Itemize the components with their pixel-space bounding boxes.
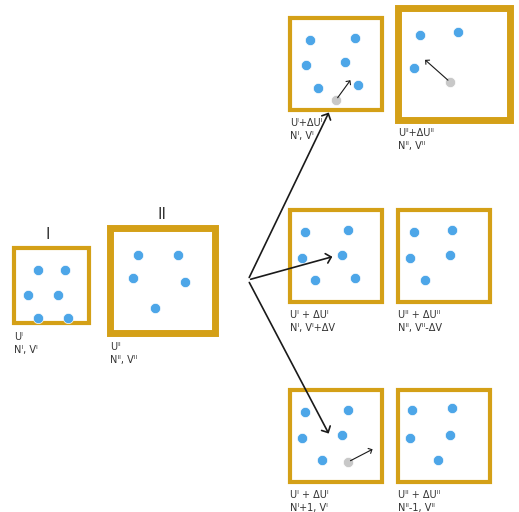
Text: Uᴵ + ΔUᴵ
Nᴵ+1, Vᴵ: Uᴵ + ΔUᴵ Nᴵ+1, Vᴵ bbox=[290, 490, 329, 512]
Point bbox=[332, 96, 340, 104]
Text: II: II bbox=[157, 207, 167, 222]
Point bbox=[446, 78, 454, 86]
Point bbox=[338, 251, 346, 259]
Text: Uᴵᴵ+ΔUᴵᴵ
Nᴵᴵ, Vᴵᴵ: Uᴵᴵ+ΔUᴵᴵ Nᴵᴵ, Vᴵᴵ bbox=[398, 128, 434, 151]
Point bbox=[298, 254, 306, 262]
Point bbox=[174, 251, 182, 259]
Bar bbox=[290, 18, 382, 110]
Point bbox=[61, 266, 69, 274]
Point bbox=[129, 274, 137, 282]
Point bbox=[344, 458, 352, 466]
Point bbox=[410, 64, 418, 72]
Point bbox=[341, 58, 349, 66]
Point bbox=[181, 278, 189, 286]
Text: I: I bbox=[46, 227, 50, 242]
Point bbox=[351, 274, 359, 282]
Point bbox=[434, 456, 442, 464]
Point bbox=[314, 84, 322, 92]
Point bbox=[34, 266, 42, 274]
Point bbox=[351, 34, 359, 42]
Point bbox=[421, 276, 429, 284]
Point bbox=[338, 431, 346, 439]
Bar bbox=[110, 228, 215, 333]
Text: Uᴵ + ΔUᴵ
Nᴵ, Vᴵ+ΔV: Uᴵ + ΔUᴵ Nᴵ, Vᴵ+ΔV bbox=[290, 310, 335, 333]
Text: Uᴵ+ΔUᴵ
Nᴵ, Vᴵ: Uᴵ+ΔUᴵ Nᴵ, Vᴵ bbox=[290, 118, 322, 141]
Bar bbox=[398, 8, 510, 120]
Point bbox=[301, 228, 309, 236]
Point bbox=[448, 404, 456, 412]
Point bbox=[151, 304, 159, 312]
Text: Uᴵᴵ + ΔUᴵᴵ
Nᴵᴵ, Vᴵᴵ-ΔV: Uᴵᴵ + ΔUᴵᴵ Nᴵᴵ, Vᴵᴵ-ΔV bbox=[398, 310, 442, 333]
Text: Uᴵ
Nᴵ, Vᴵ: Uᴵ Nᴵ, Vᴵ bbox=[14, 332, 38, 355]
Point bbox=[354, 81, 362, 89]
Point bbox=[301, 408, 309, 416]
Point bbox=[298, 434, 306, 442]
Point bbox=[311, 276, 319, 284]
Point bbox=[446, 431, 454, 439]
Bar bbox=[290, 210, 382, 302]
Point bbox=[416, 31, 424, 39]
Point bbox=[406, 254, 414, 262]
Point bbox=[454, 28, 462, 36]
Point bbox=[446, 251, 454, 259]
Point bbox=[318, 456, 326, 464]
Point bbox=[344, 226, 352, 234]
Point bbox=[306, 36, 314, 44]
Point bbox=[410, 228, 418, 236]
Point bbox=[408, 406, 416, 414]
Point bbox=[64, 314, 72, 322]
Point bbox=[448, 226, 456, 234]
Bar bbox=[14, 248, 89, 323]
Text: Uᴵᴵ + ΔUᴵᴵ
Nᴵᴵ-1, Vᴵᴵ: Uᴵᴵ + ΔUᴵᴵ Nᴵᴵ-1, Vᴵᴵ bbox=[398, 490, 440, 512]
Point bbox=[34, 314, 42, 322]
Bar bbox=[398, 390, 490, 482]
Point bbox=[406, 434, 414, 442]
Point bbox=[54, 291, 62, 299]
Text: Uᴵᴵ
Nᴵᴵ, Vᴵᴵ: Uᴵᴵ Nᴵᴵ, Vᴵᴵ bbox=[110, 342, 137, 365]
Bar bbox=[290, 390, 382, 482]
Point bbox=[134, 251, 142, 259]
Point bbox=[344, 406, 352, 414]
Bar bbox=[398, 210, 490, 302]
Point bbox=[24, 291, 32, 299]
Point bbox=[302, 61, 310, 69]
